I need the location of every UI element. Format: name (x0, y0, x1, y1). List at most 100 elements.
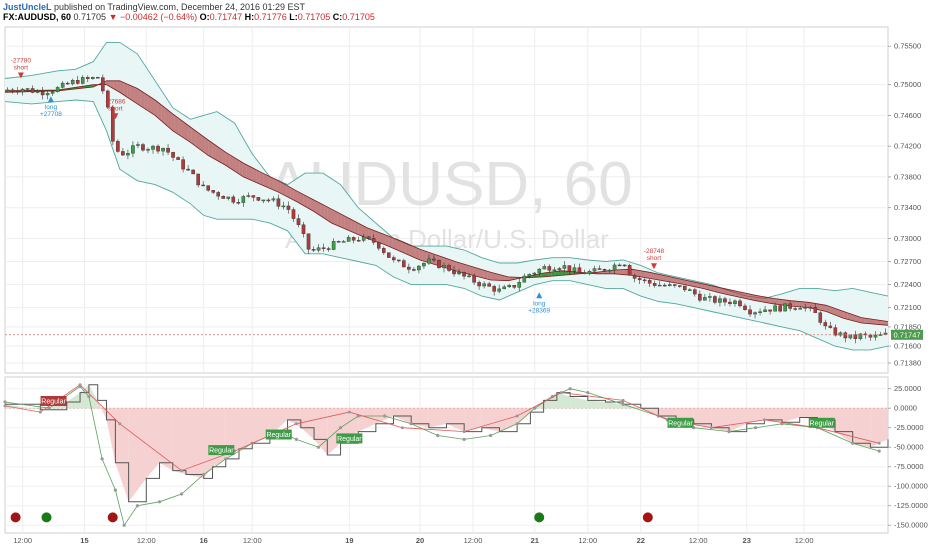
candle-body (582, 272, 587, 275)
candle-body (577, 267, 582, 273)
chart-header: JustUncleL published on TradingView.com,… (3, 2, 375, 22)
price-change: −0.00462 (−0.64%) (120, 12, 198, 22)
candle-body (838, 332, 843, 336)
cloud-segment (168, 110, 172, 130)
cloud-segment (646, 271, 651, 279)
cloud-segment (660, 274, 664, 281)
candle-body (652, 283, 657, 286)
y-tick-label: 0.72100 (894, 303, 921, 312)
time-axis[interactable]: 12:00 15 12:00 16 12:00 19 20 12:00 21 12:00 22 12:… (13, 536, 813, 545)
candle-body (211, 190, 216, 193)
candle-body (783, 303, 787, 312)
cloud-segment (697, 282, 702, 289)
candle-body (407, 266, 411, 270)
candle-body (637, 278, 642, 281)
author-link[interactable]: JustUncleL (3, 2, 52, 12)
osc-area-segment (80, 384, 89, 409)
signal-label: long (533, 300, 546, 307)
cloud-segment (144, 92, 148, 111)
cloud-segment (127, 84, 131, 100)
y-tick-label: -75.0000 (894, 462, 924, 471)
signal-label: short (14, 65, 29, 72)
cloud-segment (871, 319, 875, 325)
cloud-segment (259, 171, 264, 186)
cloud-segment (466, 265, 471, 275)
symbol-label[interactable]: FX:AUDUSD, 60 (3, 12, 72, 22)
candle-body (693, 289, 697, 295)
candle-body (402, 260, 406, 268)
candle-body (592, 268, 597, 272)
cloud-segment (667, 276, 671, 283)
cloud-segment (718, 287, 722, 294)
cloud-segment (823, 304, 827, 312)
cloud-segment (297, 191, 301, 204)
signal-id: +28369 (528, 307, 550, 314)
short-arrow-icon (112, 113, 119, 120)
cloud-segment (708, 284, 712, 291)
osc-point (100, 457, 104, 461)
cloud-segment (151, 97, 155, 115)
candle-body (161, 147, 165, 152)
cloud-segment (320, 203, 325, 219)
cloud-segment (792, 300, 797, 307)
candle-body (221, 195, 226, 199)
candle-body (226, 196, 231, 199)
cloud-segment (551, 271, 556, 277)
regular-label: Regular (41, 398, 66, 405)
y-tick-label: 0.0000 (894, 404, 917, 413)
published-info: published on TradingView.com, December 2… (54, 2, 306, 12)
cloud-segment (850, 313, 855, 322)
cloud-segment (867, 318, 872, 324)
osc-area-segment (446, 408, 465, 432)
cloud-segment (731, 290, 736, 297)
osc-area-segment (212, 408, 226, 467)
osc-area-segment (172, 408, 187, 475)
candles (5, 74, 888, 344)
high-key: H: (244, 12, 255, 22)
cloud-segment (606, 270, 610, 274)
oscillator-axis[interactable]: 25.0000 0.0000 -25.0000 -50.0000 -75.0000 -10… (888, 384, 928, 530)
candle-body (572, 267, 577, 272)
osc-area-segment (300, 408, 315, 440)
cloud-segment (201, 135, 206, 154)
price-axis[interactable]: 0.75500 0.75000 0.74600 0.74200 0.73800 0.734… (888, 42, 921, 368)
x-tick-label: 15 (80, 536, 88, 545)
cloud-segment (748, 293, 753, 300)
cloud-segment (307, 196, 311, 210)
cloud-segment (134, 87, 138, 104)
y-tick-label: 0.74600 (894, 111, 921, 120)
cloud-segment (249, 166, 253, 182)
cloud-segment (745, 293, 749, 300)
x-tick-label: 16 (200, 536, 208, 545)
cloud-segment (157, 102, 162, 121)
candle-body (366, 236, 371, 239)
candle-body (587, 271, 592, 275)
candle-body (50, 91, 55, 94)
regular-label-box (208, 445, 235, 456)
cloud-segment (674, 277, 678, 284)
cloud-segment (483, 270, 488, 280)
y-tick-label: 25.0000 (894, 384, 921, 393)
cloud-segment (847, 312, 851, 321)
osc-point (3, 400, 7, 404)
band-fill (5, 42, 888, 350)
osc-area-segment (97, 400, 107, 420)
candle-body (376, 242, 381, 249)
cloud-segment (714, 286, 719, 293)
candle-body (738, 300, 742, 307)
candle-body (30, 88, 35, 93)
y-tick-label: 0.71380 (894, 359, 921, 368)
cloud-segment (242, 162, 247, 179)
cloud-segment (548, 271, 552, 277)
candle-body (321, 247, 326, 249)
signal-id: -27780 (11, 58, 32, 65)
candle-body (868, 334, 873, 338)
osc-point (489, 433, 493, 438)
candle-body (206, 185, 210, 191)
cloud-segment (854, 315, 858, 322)
cloud-segment (246, 164, 250, 180)
y-tick-label: 0.71850 (894, 322, 921, 331)
cloud-segment (843, 311, 848, 320)
cloud-segment (178, 117, 182, 137)
